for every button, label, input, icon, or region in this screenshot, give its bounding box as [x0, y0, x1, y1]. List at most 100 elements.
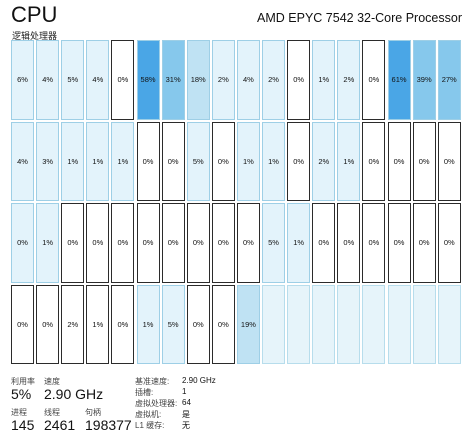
logical-processor-cell[interactable]: 2%: [337, 40, 361, 120]
cpu-usage-value: 0%: [368, 75, 380, 85]
logical-processors-label: 逻辑处理器: [12, 31, 58, 41]
logical-processor-cell[interactable]: 0%: [136, 121, 160, 201]
cpu-usage-value: 0%: [217, 156, 229, 166]
logical-processor-cell[interactable]: 39%: [412, 40, 436, 120]
logical-processor-cell[interactable]: 0%: [362, 121, 386, 201]
cpu-usage-value: 1%: [318, 75, 330, 85]
logical-processor-cell[interactable]: 19%: [236, 284, 260, 364]
cpu-model-name: AMD EPYC 7542 32-Core Processor: [257, 11, 462, 25]
logical-processor-cell[interactable]: 0%: [412, 203, 436, 283]
logical-processor-cell[interactable]: 1%: [287, 203, 311, 283]
cpu-usage-value: 5%: [167, 319, 179, 329]
logical-processor-cell[interactable]: 0%: [387, 121, 411, 201]
cpu-usage-value: 2%: [343, 75, 355, 85]
empty-grid-slot: [337, 284, 361, 364]
logical-processor-cell[interactable]: 0%: [287, 121, 311, 201]
logical-processor-cell[interactable]: 18%: [186, 40, 210, 120]
logical-processor-cell[interactable]: 1%: [61, 121, 85, 201]
cpu-usage-value: 5%: [67, 75, 79, 85]
logical-processor-cell[interactable]: 0%: [412, 121, 436, 201]
logical-processor-cell[interactable]: 58%CPU 5: [136, 40, 179, 120]
cpu-usage-value: 0%: [117, 238, 129, 248]
cpu-usage-value: 1%: [67, 156, 79, 166]
logical-processor-cell[interactable]: 1%: [262, 121, 286, 201]
cpu-usage-value: 4%: [17, 156, 28, 166]
logical-processor-cell[interactable]: 2%: [262, 40, 286, 120]
cpu-usage-value: 0%: [343, 238, 355, 248]
logical-processor-cell[interactable]: 0%: [337, 203, 361, 283]
logical-processor-cell[interactable]: 27%: [437, 40, 461, 120]
logical-processor-cell[interactable]: 5%: [161, 284, 185, 364]
logical-processor-cell[interactable]: 0%: [312, 203, 336, 283]
logical-processor-cell[interactable]: 0%: [111, 40, 135, 120]
logical-processor-cell[interactable]: 1%: [312, 40, 336, 120]
logical-processor-cell[interactable]: 0%: [211, 284, 235, 364]
virtual-processors-value: 64: [182, 398, 191, 407]
logical-processor-cell[interactable]: 0%: [437, 203, 461, 283]
logical-processor-cell[interactable]: 0%: [86, 203, 110, 283]
cpu-usage-value: 5%: [268, 238, 279, 248]
logical-processor-cell[interactable]: 3%: [36, 121, 60, 201]
base-speed-value: 2.90 GHz: [182, 376, 216, 385]
cpu-usage-value: 0%: [17, 238, 28, 248]
logical-processor-cell[interactable]: 1%: [337, 121, 361, 201]
logical-processor-cell[interactable]: 4%: [36, 40, 60, 120]
logical-processor-cell[interactable]: 0%: [211, 203, 235, 283]
utilization-label: 利用率: [11, 377, 35, 386]
logical-processor-cell[interactable]: 2%: [61, 284, 85, 364]
sockets-value: 1: [182, 387, 187, 396]
cpu-usage-value: 0%: [167, 156, 179, 166]
logical-processor-cell[interactable]: 2%: [211, 40, 235, 120]
logical-processor-cell[interactable]: 0%: [362, 203, 386, 283]
logical-processor-cell[interactable]: 5%: [262, 203, 286, 283]
logical-processor-cell[interactable]: 5%: [61, 40, 85, 120]
logical-processor-cell[interactable]: 1%: [86, 284, 110, 364]
logical-processor-cell[interactable]: 0%: [11, 284, 35, 364]
cpu-usage-value: 5%: [192, 156, 204, 166]
logical-processor-cell[interactable]: 0%: [136, 203, 160, 283]
logical-processor-cell[interactable]: 0%: [236, 203, 260, 283]
cpu-usage-value: 4%: [42, 75, 54, 85]
logical-processor-cell[interactable]: 0%: [387, 203, 411, 283]
logical-processor-cell[interactable]: 0%: [111, 284, 135, 364]
logical-processor-cell[interactable]: 0%: [61, 203, 85, 283]
cpu-usage-value: 3%: [42, 156, 54, 166]
logical-processor-cell[interactable]: 0%: [186, 284, 210, 364]
logical-processor-cell[interactable]: 31%: [161, 40, 185, 120]
cpu-usage-value: 1%: [142, 319, 154, 329]
logical-processor-cell[interactable]: 0%: [111, 203, 135, 283]
cpu-usage-value: 0%: [142, 156, 154, 166]
logical-processor-cell[interactable]: 1%: [236, 121, 260, 201]
logical-processor-cell[interactable]: 0%: [211, 121, 235, 201]
cpu-usage-value: 0%: [393, 156, 405, 166]
logical-processor-cell[interactable]: 1%: [36, 203, 60, 283]
cpu-usage-value: 0%: [192, 238, 204, 248]
cpu-usage-value: 0%: [443, 156, 455, 166]
cpu-usage-value: 18%: [190, 75, 206, 85]
logical-processor-cell[interactable]: 61%: [387, 40, 411, 120]
logical-processor-cell[interactable]: 1%: [136, 284, 160, 364]
logical-processor-cell[interactable]: 2%: [312, 121, 336, 201]
logical-processor-cell[interactable]: 4%: [86, 40, 110, 120]
logical-processor-cell[interactable]: 1%: [86, 121, 110, 201]
logical-processor-cell[interactable]: 0%: [362, 40, 386, 120]
logical-processor-cell[interactable]: 0%: [186, 203, 210, 283]
logical-processor-cell[interactable]: 0%: [287, 40, 311, 120]
cpu-usage-value: 0%: [293, 156, 305, 166]
logical-processor-cell[interactable]: 0%: [437, 121, 461, 201]
cpu-usage-value: 1%: [92, 319, 104, 329]
logical-processor-cell[interactable]: 6%: [11, 40, 35, 120]
cpu-usage-value: 0%: [92, 238, 104, 248]
cpu-usage-value: 2%: [268, 75, 279, 85]
speed-label: 速度: [44, 377, 60, 386]
logical-processor-cell[interactable]: 5%: [186, 121, 210, 201]
logical-processor-cell[interactable]: 0%: [36, 284, 60, 364]
logical-processor-cell[interactable]: 0%: [11, 203, 35, 283]
logical-processor-cell[interactable]: 0%: [161, 203, 185, 283]
logical-processor-cell[interactable]: 4%: [236, 40, 260, 120]
logical-processor-cell[interactable]: 0%: [161, 121, 185, 201]
logical-processor-cell[interactable]: 1%: [111, 121, 135, 201]
empty-grid-slot: [362, 284, 386, 364]
cpu-usage-value: 0%: [17, 319, 28, 329]
logical-processor-cell[interactable]: 4%: [11, 121, 35, 201]
